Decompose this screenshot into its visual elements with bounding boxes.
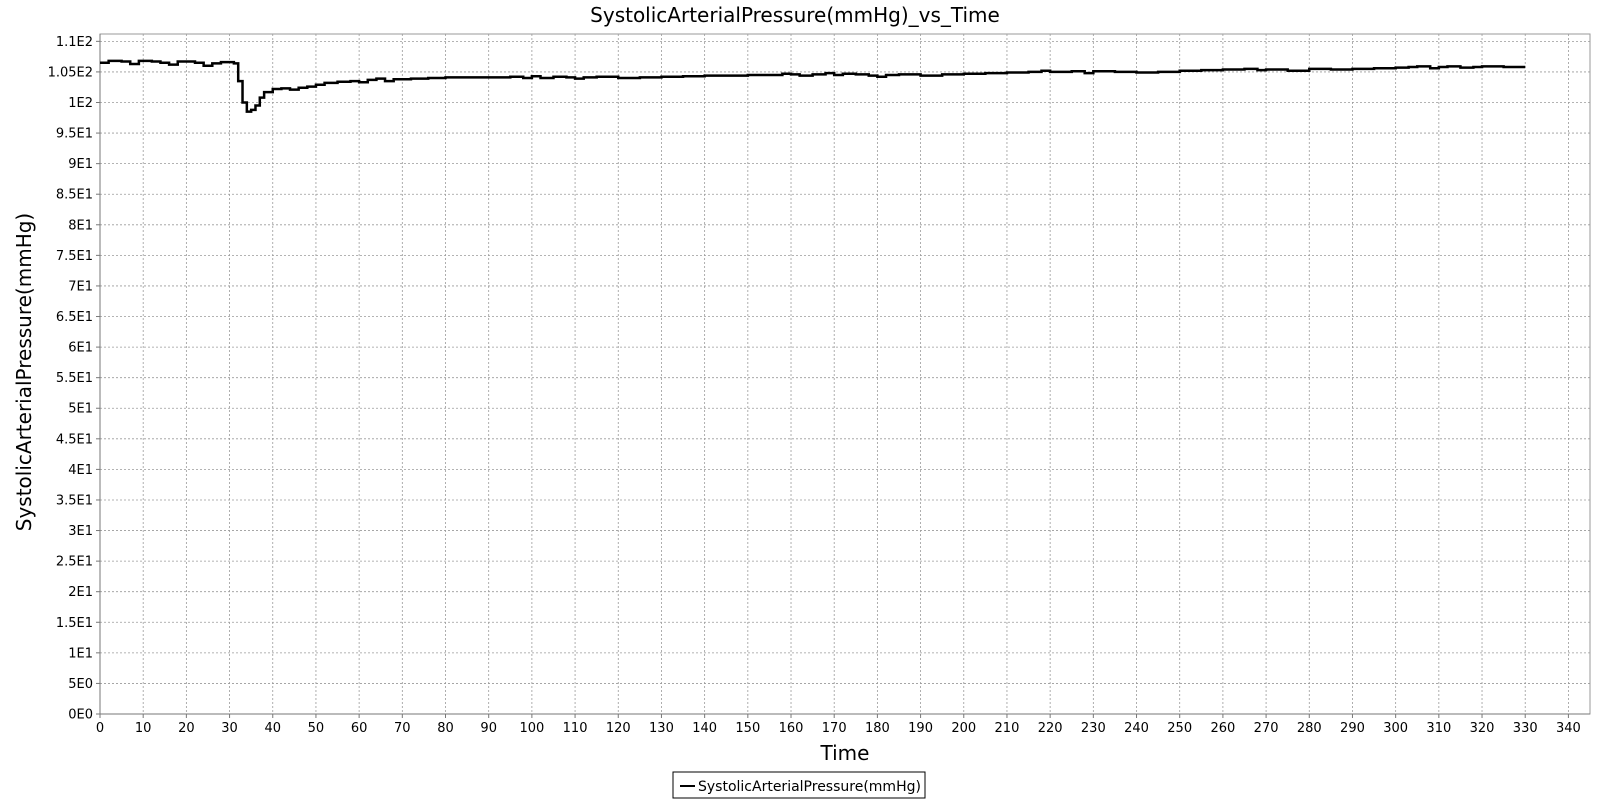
y-tick-label: 1.1E2 xyxy=(56,35,93,50)
x-tick-label: 20 xyxy=(178,721,195,736)
y-tick-label: 8.5E1 xyxy=(56,188,93,203)
x-tick-label: 210 xyxy=(995,721,1020,736)
tick-labels: 0 10 20 30 40 50 60 70 80 90 100 110 120 130 140 150 160… xyxy=(48,35,1581,736)
x-tick-label: 330 xyxy=(1513,721,1538,736)
x-tick-label: 220 xyxy=(1038,721,1063,736)
x-tick-label: 240 xyxy=(1124,721,1149,736)
y-tick-label: 4.5E1 xyxy=(56,432,93,447)
x-tick-label: 40 xyxy=(264,721,281,736)
y-tick-label: 9.5E1 xyxy=(56,127,93,142)
x-tick-label: 290 xyxy=(1340,721,1365,736)
x-tick-label: 120 xyxy=(606,721,631,736)
x-tick-label: 80 xyxy=(437,721,454,736)
x-tick-label: 50 xyxy=(308,721,325,736)
y-tick-label: 6.5E1 xyxy=(56,310,93,325)
y-tick-label: 8E1 xyxy=(68,218,93,233)
x-tick-label: 90 xyxy=(480,721,497,736)
x-axis-title: Time xyxy=(820,741,870,765)
x-tick-label: 140 xyxy=(692,721,717,736)
x-tick-label: 160 xyxy=(779,721,804,736)
x-tick-label: 310 xyxy=(1426,721,1451,736)
x-tick-label: 180 xyxy=(865,721,890,736)
x-tick-label: 70 xyxy=(394,721,411,736)
y-tick-label: 9E1 xyxy=(68,157,93,172)
chart-title: SystolicArterialPressure(mmHg)_vs_Time xyxy=(590,3,1000,27)
legend-box xyxy=(672,771,926,799)
y-tick-label: 6E1 xyxy=(68,341,93,356)
series-line xyxy=(100,59,1526,113)
y-tick-label: 5.5E1 xyxy=(56,371,93,386)
legend: SystolicArterialPressure(mmHg) xyxy=(672,771,926,799)
y-tick-label: 3.5E1 xyxy=(56,493,93,508)
y-tick-label: 2E1 xyxy=(68,585,93,600)
series-layer xyxy=(100,59,1526,113)
y-tick-label: 5E0 xyxy=(68,677,93,692)
x-tick-label: 230 xyxy=(1081,721,1106,736)
x-tick-label: 300 xyxy=(1383,721,1408,736)
x-tick-label: 110 xyxy=(563,721,588,736)
x-tick-label: 250 xyxy=(1167,721,1192,736)
x-tick-label: 260 xyxy=(1210,721,1235,736)
x-tick-label: 10 xyxy=(135,721,152,736)
y-tick-label: 0E0 xyxy=(68,708,93,723)
x-tick-label: 150 xyxy=(735,721,760,736)
x-tick-label: 60 xyxy=(351,721,368,736)
x-tick-label: 200 xyxy=(951,721,976,736)
x-tick-label: 100 xyxy=(519,721,544,736)
x-tick-label: 0 xyxy=(96,721,104,736)
grid xyxy=(99,34,1590,715)
y-tick-label: 7E1 xyxy=(68,279,93,294)
y-tick-label: 5E1 xyxy=(68,402,93,417)
x-tick-label: 320 xyxy=(1470,721,1495,736)
axes xyxy=(96,34,1590,718)
y-tick-label: 4E1 xyxy=(68,463,93,478)
y-tick-label: 3E1 xyxy=(68,524,93,539)
y-tick-label: 1E2 xyxy=(68,96,93,111)
y-tick-label: 2.5E1 xyxy=(56,555,93,570)
plot-area xyxy=(99,33,1591,715)
x-tick-label: 30 xyxy=(221,721,238,736)
x-tick-label: 170 xyxy=(822,721,847,736)
y-tick-label: 7.5E1 xyxy=(56,249,93,264)
x-tick-label: 130 xyxy=(649,721,674,736)
x-tick-label: 340 xyxy=(1556,721,1581,736)
x-tick-label: 190 xyxy=(908,721,933,736)
y-tick-label: 1.05E2 xyxy=(48,65,93,80)
x-tick-label: 270 xyxy=(1254,721,1279,736)
y-tick-label: 1.5E1 xyxy=(56,616,93,631)
x-tick-label: 280 xyxy=(1297,721,1322,736)
legend-series-label: SystolicArterialPressure(mmHg) xyxy=(698,779,921,795)
y-axis-title: SystolicArterialPressure(mmHg) xyxy=(12,213,36,532)
y-tick-label: 1E1 xyxy=(68,646,93,661)
